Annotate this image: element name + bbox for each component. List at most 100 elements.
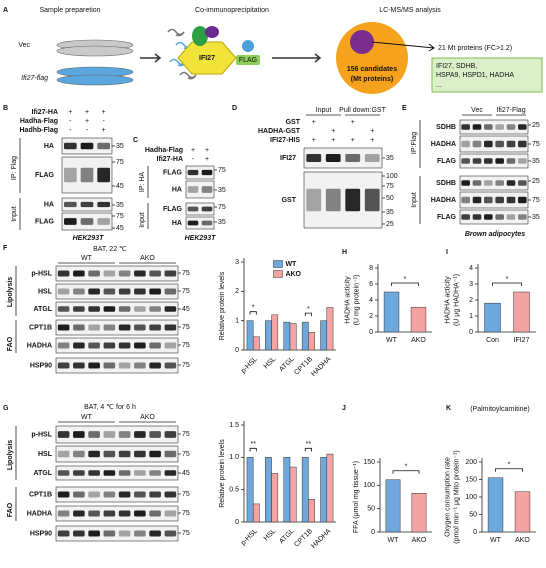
blot-band [80,142,94,150]
y-tick-label: 150 [363,459,375,466]
blot-band [103,362,116,369]
blot-band [187,169,199,176]
arrow [371,41,435,52]
blot-band [57,270,70,277]
bar [513,291,530,333]
blot-band [88,288,100,295]
blot-band [164,342,177,349]
blot-band [134,510,146,517]
blot-label: FLAG [35,218,55,225]
blot-band [187,186,199,193]
y-axis-label: Oxygen consumption rate [444,457,451,537]
legend-swatch [273,260,283,268]
blot-band [118,342,131,349]
bar [411,493,427,533]
hits-box [431,57,543,93]
bar [410,306,427,333]
y-tick-label: 2 [235,288,239,295]
y-axis-label: (U mg protein⁻¹) [353,275,360,326]
mw-marker: 35 [532,158,540,165]
hit-list: IFI27, SDHB, [436,63,477,70]
y-tick-label: 0.5 [229,487,239,494]
blot-band [88,270,100,277]
blot-band [472,180,482,186]
blot-band [364,188,380,212]
protein-icon [169,58,187,67]
blot-band [103,470,116,476]
y-tick-label: 0 [473,529,477,536]
blot-band [118,431,131,438]
tag-label: FLAG [239,57,257,64]
lane-header: Vec [471,107,483,114]
blot-frame [55,265,179,282]
lane-header: Pull down:GST [339,107,386,114]
bar [320,320,328,351]
blot-band [118,510,131,517]
blot-band [484,158,493,164]
blot-band [73,450,85,458]
blot-band [73,306,85,312]
blot-frame [55,337,179,354]
y-axis-label: HADHA acticity [344,276,351,324]
condition-sign: + [102,109,106,116]
y-tick-label: 1 [469,313,473,320]
mw-marker: 100 [386,173,398,180]
significance-bracket [249,311,257,315]
blot-band [472,158,482,164]
blot-band [118,270,131,277]
blot-band [97,218,110,225]
chart-title: (Palmitoylcarnitine) [470,406,530,413]
blot-frame [55,319,179,336]
blot-band [149,431,161,438]
blot-band [325,154,341,162]
condition-sign: - [69,118,72,125]
group-label: Input [139,212,146,228]
blot-band [164,530,177,537]
blot-band [103,510,116,517]
mw-marker: 75 [532,141,540,148]
x-tick-label: AKO [411,337,426,344]
condition-sign: - [102,118,105,125]
blot-band [134,342,146,349]
blot-band [88,431,100,438]
blot-band [345,188,361,212]
blot-band [484,180,493,186]
x-tick-label: AKO [412,537,427,544]
blot-band [306,188,322,212]
y-tick-label: 150 [465,476,477,483]
hit-circle [350,30,374,54]
blot-band [57,491,70,498]
blot-band [149,324,161,331]
blot-band [484,124,493,130]
blot-band [88,306,100,312]
significance-label: * [404,276,407,283]
blot-band [103,530,116,537]
panel-letter: I [446,249,448,256]
blot-band [88,450,100,458]
blot-band [64,142,77,150]
significance-label: ** [250,441,256,448]
mw-marker: 75 [218,167,226,174]
bait-label: IFI27 [199,55,215,62]
mw-marker: 35 [532,214,540,221]
mw-marker: 35 [386,209,394,216]
candidate-circle [336,22,408,94]
candidates-label: 156 candidates [347,66,397,73]
blot-band [80,201,94,208]
panel-letter: D [232,105,237,112]
blot-band [88,324,100,331]
y-tick-label: 50 [367,506,375,513]
blot-band [164,306,177,312]
significance-label: * [307,306,310,313]
blot-band [134,270,146,277]
blot-band [461,140,470,148]
significance-bracket [304,312,312,317]
blot-band [472,140,482,148]
group-label: Input [411,192,418,208]
y-axis-label: HADHA acticity [444,276,451,324]
blot-band [134,491,146,498]
y-tick-label: 4 [469,265,473,272]
condition-label: Ifi27-HA [32,109,58,116]
panel-letter: G [3,405,9,412]
hit-list: HSPA9, HSPD1, HADHA [436,72,514,79]
